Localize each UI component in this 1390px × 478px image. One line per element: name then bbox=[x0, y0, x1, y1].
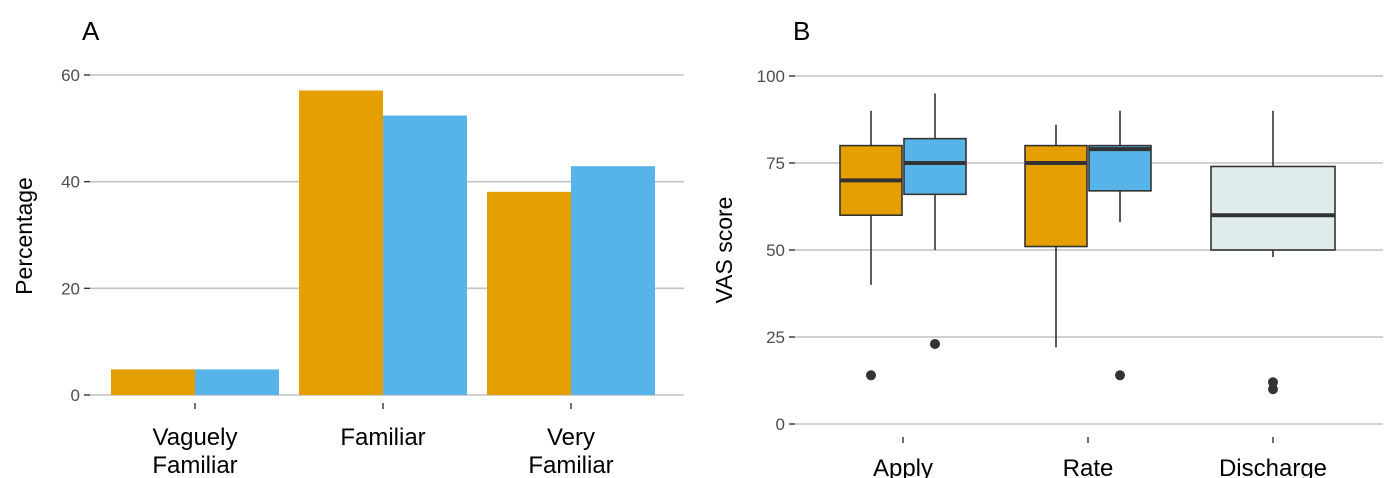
x-tick-label: Familiar bbox=[152, 452, 237, 478]
y-tick-label: 50 bbox=[766, 241, 785, 260]
box bbox=[903, 137, 967, 196]
outlier-point bbox=[930, 338, 940, 349]
y-tick-label: 100 bbox=[757, 67, 785, 86]
y-axis-title: Percentage bbox=[11, 177, 37, 295]
bar bbox=[383, 115, 467, 396]
bar bbox=[571, 166, 655, 395]
x-tick-label: Rate bbox=[1063, 455, 1114, 478]
box-plot-panel: 0 25 50 75 100 Apply Rate Discharge VAS score bbox=[711, 67, 1383, 478]
y-tick-label: 40 bbox=[61, 173, 80, 192]
outlier-point bbox=[866, 370, 876, 381]
y-tick-label: 25 bbox=[766, 328, 785, 347]
panel-label-a: A bbox=[82, 16, 100, 46]
x-tick-label: Familiar bbox=[340, 424, 425, 451]
y-tick-label: 75 bbox=[766, 154, 785, 173]
x-tick-label: Vaguely bbox=[153, 424, 238, 451]
box bbox=[1210, 165, 1336, 251]
outlier-point bbox=[1268, 384, 1278, 395]
box bbox=[1088, 144, 1152, 192]
y-tick-label: 60 bbox=[61, 66, 80, 85]
y-tick-label: 0 bbox=[71, 386, 80, 405]
x-tick-label: Familiar bbox=[528, 452, 613, 478]
bar bbox=[299, 90, 383, 395]
y-tick-label: 0 bbox=[776, 415, 785, 434]
bar bbox=[195, 369, 279, 395]
x-tick-label: Discharge bbox=[1219, 455, 1327, 478]
outlier-point bbox=[1115, 370, 1125, 381]
outlier-point bbox=[1268, 377, 1278, 388]
y-axis-title: VAS score bbox=[711, 197, 737, 304]
y-tick-label: 20 bbox=[61, 279, 80, 298]
bar bbox=[487, 191, 571, 395]
bar bbox=[111, 369, 195, 395]
box bbox=[1024, 144, 1088, 248]
panel-label-b: B bbox=[793, 16, 810, 46]
x-tick-label: Apply bbox=[873, 455, 933, 478]
x-tick-label: Very bbox=[547, 424, 595, 451]
